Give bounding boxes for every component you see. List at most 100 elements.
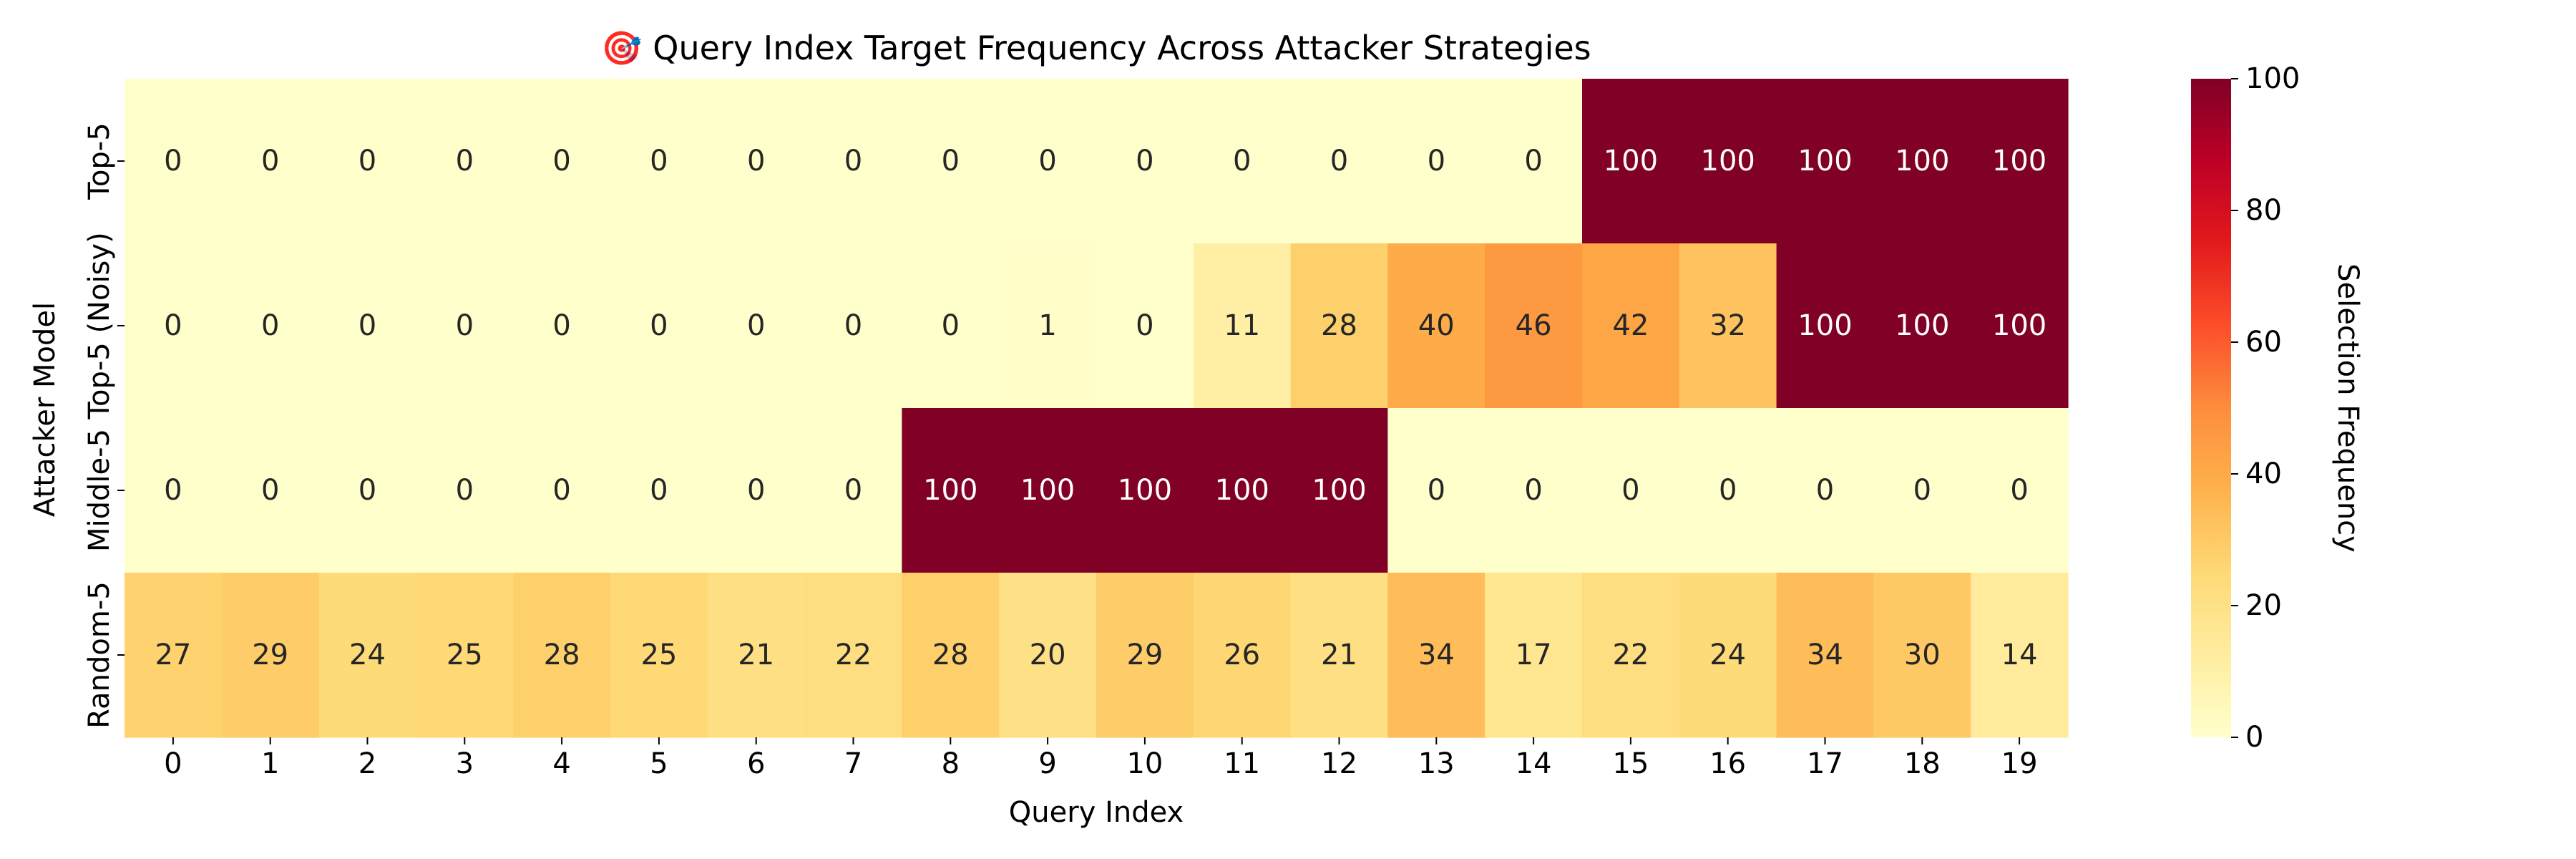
heatmap-cell (902, 408, 1000, 573)
cell-value-label: 42 (1612, 309, 1649, 342)
heatmap-cell (610, 573, 708, 738)
cell-value-label: 0 (552, 145, 570, 178)
cell-value-label: 28 (932, 639, 969, 671)
heatmap-cell (1971, 79, 2069, 244)
heatmap-cell (1582, 79, 1680, 244)
cell-value-label: 100 (1992, 145, 2046, 178)
heatmap-cell (1971, 243, 2069, 409)
heatmap-cell (1776, 408, 1874, 573)
y-axis: Top-5 Top-5 (Noisy) Middle-5 Random-5 (83, 122, 125, 729)
heatmap-cell (1679, 408, 1777, 573)
cell-value-label: 34 (1418, 639, 1455, 671)
cell-value-label: 100 (1797, 145, 1852, 178)
x-tick-label: 14 (1516, 747, 1552, 780)
heatmap-cell (1290, 573, 1388, 738)
cell-value-label: 0 (164, 145, 182, 178)
heatmap-cell (1290, 243, 1388, 409)
cell-value-label: 24 (1709, 639, 1746, 671)
cell-value-label: 0 (1136, 145, 1153, 178)
y-tick-label: Middle-5 (83, 429, 116, 552)
cell-value-label: 22 (1612, 639, 1649, 671)
cell-value-label: 0 (456, 474, 474, 507)
x-tick-label: 2 (358, 747, 376, 780)
heatmap-cell (318, 243, 416, 409)
cell-value-label: 34 (1807, 639, 1843, 671)
heatmap-cell (1485, 573, 1583, 738)
cell-value-label: 11 (1224, 309, 1260, 342)
heatmap-cell (1096, 243, 1194, 409)
x-tick-label: 7 (844, 747, 862, 780)
heatmap-cell (902, 243, 1000, 409)
x-tick-label: 19 (2001, 747, 2038, 780)
x-axis-label: Query Index (1009, 796, 1184, 829)
heatmap-cell (125, 408, 223, 573)
cell-value-label: 32 (1709, 309, 1746, 342)
heatmap-cell (1193, 408, 1292, 573)
cell-value-label: 0 (358, 309, 376, 342)
cell-value-label: 0 (261, 474, 279, 507)
heatmap-cell (125, 243, 223, 409)
x-tick-label: 0 (164, 747, 182, 780)
cell-value-label: 21 (1321, 639, 1357, 671)
heatmap-cell (1193, 79, 1292, 244)
x-tick-label: 4 (552, 747, 570, 780)
cell-value-label: 0 (1524, 474, 1542, 507)
heatmap-cell (318, 573, 416, 738)
cell-value-label: 100 (1020, 474, 1075, 507)
heatmap-cell (318, 79, 416, 244)
heatmap-cell (1387, 573, 1485, 738)
heatmap-cell (416, 79, 514, 244)
heatmap-cell (513, 79, 611, 244)
cell-value-label: 0 (1233, 145, 1251, 178)
cell-value-label: 0 (1038, 145, 1056, 178)
cell-value-label: 0 (164, 474, 182, 507)
cell-value-label: 21 (738, 639, 774, 671)
heatmap-cell (1873, 79, 1971, 244)
cell-value-label: 100 (1604, 145, 1658, 178)
heatmap-cell (1582, 408, 1680, 573)
x-tick-label: 17 (1807, 747, 1843, 780)
heatmap-cell (1387, 243, 1485, 409)
heatmap-cell (513, 408, 611, 573)
cell-value-label: 0 (747, 474, 765, 507)
heatmap-cell (125, 573, 223, 738)
heatmap-cell (999, 408, 1097, 573)
cell-value-label: 0 (456, 145, 474, 178)
cell-value-label: 0 (650, 309, 668, 342)
cell-value-label: 0 (2010, 474, 2028, 507)
cell-value-label: 100 (1992, 309, 2046, 342)
cell-value-label: 0 (1524, 145, 1542, 178)
cell-value-label: 17 (1516, 639, 1552, 671)
cell-value-label: 100 (1312, 474, 1366, 507)
cell-value-label: 100 (1215, 474, 1269, 507)
heatmap-cell (1776, 243, 1874, 409)
colorbar-tick-label: 80 (2245, 194, 2282, 227)
heatmap-cell (513, 243, 611, 409)
x-tick-label: 1 (261, 747, 279, 780)
cell-value-label: 0 (844, 474, 862, 507)
heatmap-cell (1582, 243, 1680, 409)
heatmap-cell (1679, 79, 1777, 244)
cell-value-label: 0 (358, 145, 376, 178)
heatmap-cell (999, 573, 1097, 738)
cell-value-label: 0 (358, 474, 376, 507)
x-tick-label: 12 (1321, 747, 1357, 780)
cell-value-label: 0 (1428, 145, 1445, 178)
heatmap-cell (513, 573, 611, 738)
heatmap-cell (610, 408, 708, 573)
cell-value-label: 100 (923, 474, 977, 507)
colorbar (2191, 79, 2231, 737)
heatmap-cell (416, 408, 514, 573)
cell-value-label: 30 (1904, 639, 1941, 671)
chart-title: 🎯 Query Index Target Frequency Across At… (601, 29, 1591, 67)
heatmap-cell (125, 79, 223, 244)
heatmap-cell (707, 573, 806, 738)
cell-value-label: 40 (1418, 309, 1455, 342)
heatmap-cell (1776, 573, 1874, 738)
cell-value-label: 0 (650, 474, 668, 507)
heatmap-cell (1971, 408, 2069, 573)
heatmap-cell (1096, 573, 1194, 738)
colorbar-tick-label: 0 (2245, 721, 2263, 754)
cell-value-label: 100 (1895, 309, 1949, 342)
